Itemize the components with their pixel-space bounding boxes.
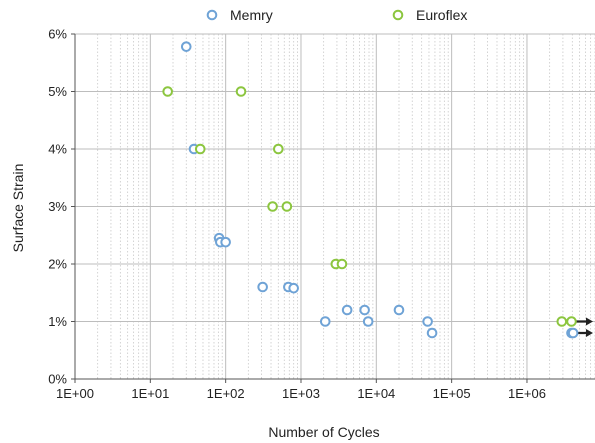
legend-label-memry: Memry — [230, 7, 273, 23]
data-point-memry — [288, 282, 299, 294]
data-point-euroflex — [194, 143, 206, 155]
y-tick-label: 3% — [48, 199, 67, 214]
y-tick-label: 1% — [48, 314, 67, 329]
legend-marker-euroflex — [392, 9, 404, 21]
data-point-memry — [319, 316, 331, 327]
x-tick-label: 1E+05 — [433, 386, 471, 401]
data-point-memry — [257, 281, 268, 293]
x-tick-label: 1E+06 — [508, 386, 546, 401]
y-tick-label: 2% — [48, 257, 67, 272]
data-point-euroflex — [281, 201, 293, 212]
x-tick-label: 1E+02 — [207, 386, 245, 401]
data-point-euroflex — [273, 143, 284, 155]
gridlines — [75, 33, 595, 379]
data-point-euroflex — [336, 258, 348, 270]
legend-label-euroflex: Euroflex — [416, 7, 467, 23]
data-point-memry — [341, 304, 353, 316]
data-points — [162, 41, 579, 339]
data-point-euroflex — [566, 316, 577, 327]
data-point-memry — [393, 304, 405, 316]
x-tick-label: 1E+00 — [56, 386, 94, 401]
runout-arrowhead-memry — [586, 329, 593, 337]
y-tick-label: 5% — [48, 84, 67, 99]
y-tick-label: 4% — [48, 142, 67, 157]
x-tick-label: 1E+03 — [282, 386, 320, 401]
data-point-memry — [220, 236, 231, 248]
data-point-euroflex — [235, 86, 247, 97]
data-point-memry — [359, 304, 370, 316]
data-point-memry — [422, 316, 433, 327]
x-axis-title: Number of Cycles — [268, 424, 379, 440]
x-tick-label: 1E+01 — [131, 386, 169, 401]
data-point-euroflex — [267, 201, 278, 212]
axes — [71, 33, 595, 383]
y-axis-title: Surface Strain — [10, 164, 26, 253]
data-point-memry — [567, 327, 579, 339]
y-tick-label: 6% — [48, 27, 67, 42]
y-tick-label: 0% — [48, 372, 67, 387]
legend: Memry Euroflex — [206, 7, 467, 23]
data-point-euroflex — [162, 86, 173, 97]
runout-arrowhead-euroflex — [586, 317, 593, 326]
data-point-memry — [426, 327, 438, 339]
data-point-memry — [362, 316, 374, 327]
legend-marker-memry — [206, 9, 218, 21]
tick-labels: 1E+00 1E+01 1E+02 1E+03 1E+04 1E+05 1E+06 0% 1% 2… — [48, 27, 546, 402]
data-point-euroflex — [556, 316, 568, 327]
x-tick-label: 1E+04 — [357, 386, 395, 401]
data-point-memry — [180, 41, 192, 52]
